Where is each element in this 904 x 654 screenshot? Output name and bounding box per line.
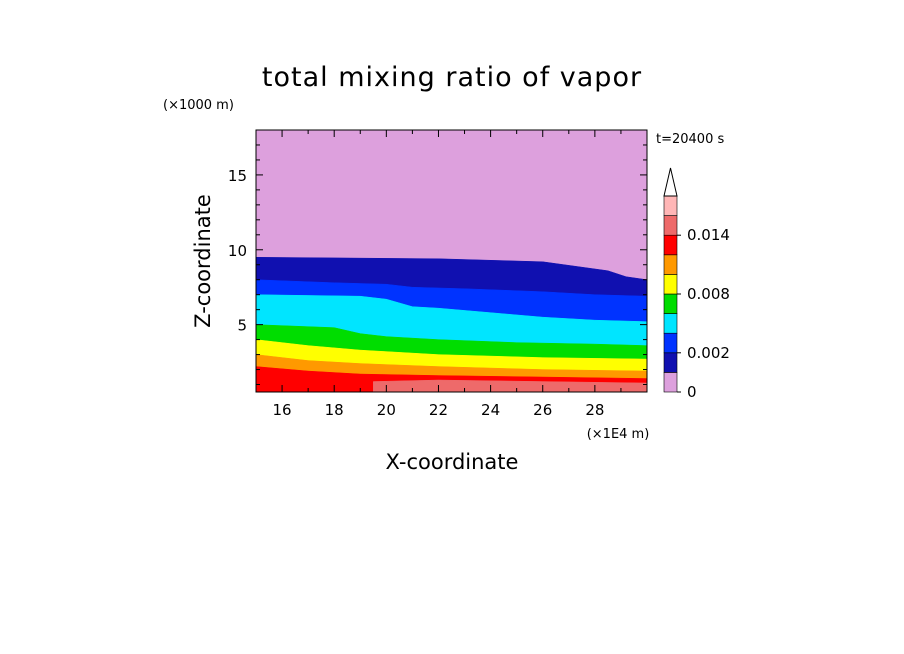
colorbar-label: 0.014 — [687, 226, 730, 244]
colorbar-segment — [663, 195, 678, 216]
contour-bands — [256, 130, 647, 392]
y-tick-label: 10 — [228, 242, 247, 260]
colorbar-segment — [663, 372, 678, 393]
colorbar-extend-arrow — [663, 167, 678, 197]
y-axis-title: Z-coordinate — [191, 194, 215, 328]
x-tick-label: 20 — [377, 401, 396, 419]
x-axis-ticks: 16 18 20 22 24 26 28 — [255, 130, 648, 419]
colorbar: 0 0.002 0.008 0.014 — [663, 167, 730, 401]
colorbar-label: 0.008 — [687, 285, 730, 303]
y-tick-label: 15 — [228, 167, 247, 185]
colorbar-label: 0 — [687, 383, 697, 401]
time-label: t=20400 s — [656, 132, 724, 147]
x-tick-label: 22 — [429, 401, 448, 419]
x-axis-title: X-coordinate — [386, 450, 519, 474]
colorbar-segment — [663, 332, 678, 354]
x-tick-label: 16 — [273, 401, 292, 419]
colorbar-segment — [663, 293, 678, 314]
colorbar-segment — [663, 254, 678, 275]
colorbar-segment — [663, 215, 678, 236]
y-axis-ticks: 5 10 15 — [228, 129, 647, 386]
y-axis-unit: (×1000 m) — [163, 98, 234, 113]
y-tick-label: 5 — [237, 317, 247, 335]
x-axis-unit: (×1E4 m) — [587, 427, 650, 442]
colorbar-segment — [663, 234, 678, 256]
x-tick-label: 24 — [481, 401, 500, 419]
plot-frame — [255, 129, 648, 393]
chart-title: total mixing ratio of vapor — [262, 62, 642, 93]
contour-band-8 — [373, 379, 647, 392]
colorbar-segment — [663, 352, 678, 373]
colorbar-label: 0.002 — [687, 344, 730, 362]
colorbar-segment — [663, 313, 678, 334]
x-tick-label: 18 — [325, 401, 344, 419]
x-tick-label: 26 — [533, 401, 552, 419]
colorbar-segment — [663, 274, 678, 295]
contour-band-0 — [256, 130, 647, 280]
x-tick-label: 28 — [585, 401, 604, 419]
